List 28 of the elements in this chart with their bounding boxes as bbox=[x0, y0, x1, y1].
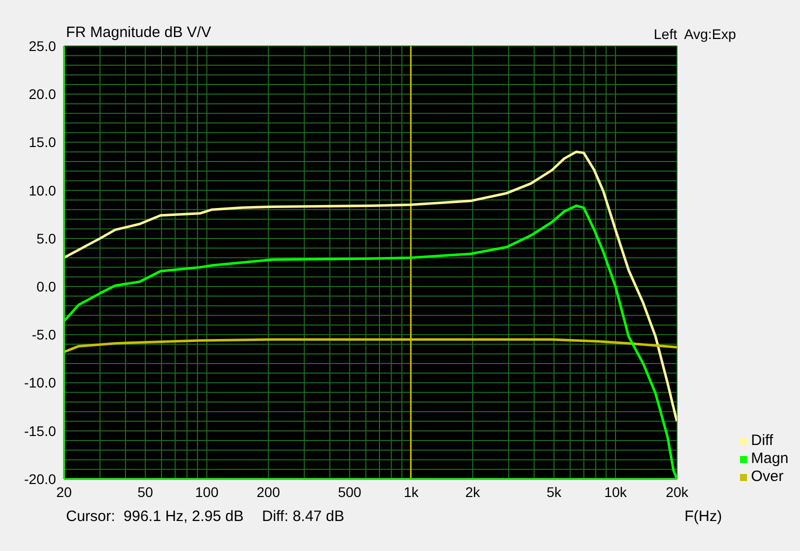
x-tick-label: 20k bbox=[666, 484, 690, 500]
legend-label: Diff bbox=[751, 432, 774, 449]
y-tick-label: 15.0 bbox=[28, 134, 56, 150]
x-tick-label: 5k bbox=[546, 484, 562, 500]
x-tick-label: 100 bbox=[195, 484, 219, 500]
y-tick-label: 0.0 bbox=[36, 278, 56, 295]
x-tick-label: 1k bbox=[404, 484, 420, 500]
x-tick-label: 10k bbox=[604, 484, 628, 500]
text: Cursor: 996.1 Hz, 2.95 dB bbox=[66, 508, 244, 525]
y-tick-label: 10.0 bbox=[28, 182, 56, 198]
x-axis-title: F(Hz) bbox=[684, 508, 722, 525]
text: Left Avg:Exp bbox=[654, 26, 736, 42]
chart-title: FR Magnitude dB V/V bbox=[66, 24, 212, 41]
x-tick-label: 500 bbox=[338, 484, 362, 500]
legend-label: Magn bbox=[751, 450, 789, 467]
y-tick-label: 20.0 bbox=[28, 86, 56, 102]
x-tick-label: 2k bbox=[465, 484, 482, 500]
y-tick-label: 25.0 bbox=[28, 38, 56, 54]
y-tick-label: -15.0 bbox=[24, 422, 56, 439]
y-tick-label: -10.0 bbox=[24, 374, 56, 391]
y-tick-label: -20.0 bbox=[24, 470, 56, 487]
legend-label: Over bbox=[751, 468, 784, 485]
y-tick-label: 5.0 bbox=[36, 230, 56, 246]
y-tick-label: -5.0 bbox=[32, 326, 56, 343]
x-tick-label: 50 bbox=[138, 484, 154, 500]
x-tick-label: 20 bbox=[56, 484, 72, 500]
text: Diff: 8.47 dB bbox=[262, 508, 344, 525]
x-tick-label: 200 bbox=[256, 484, 280, 500]
